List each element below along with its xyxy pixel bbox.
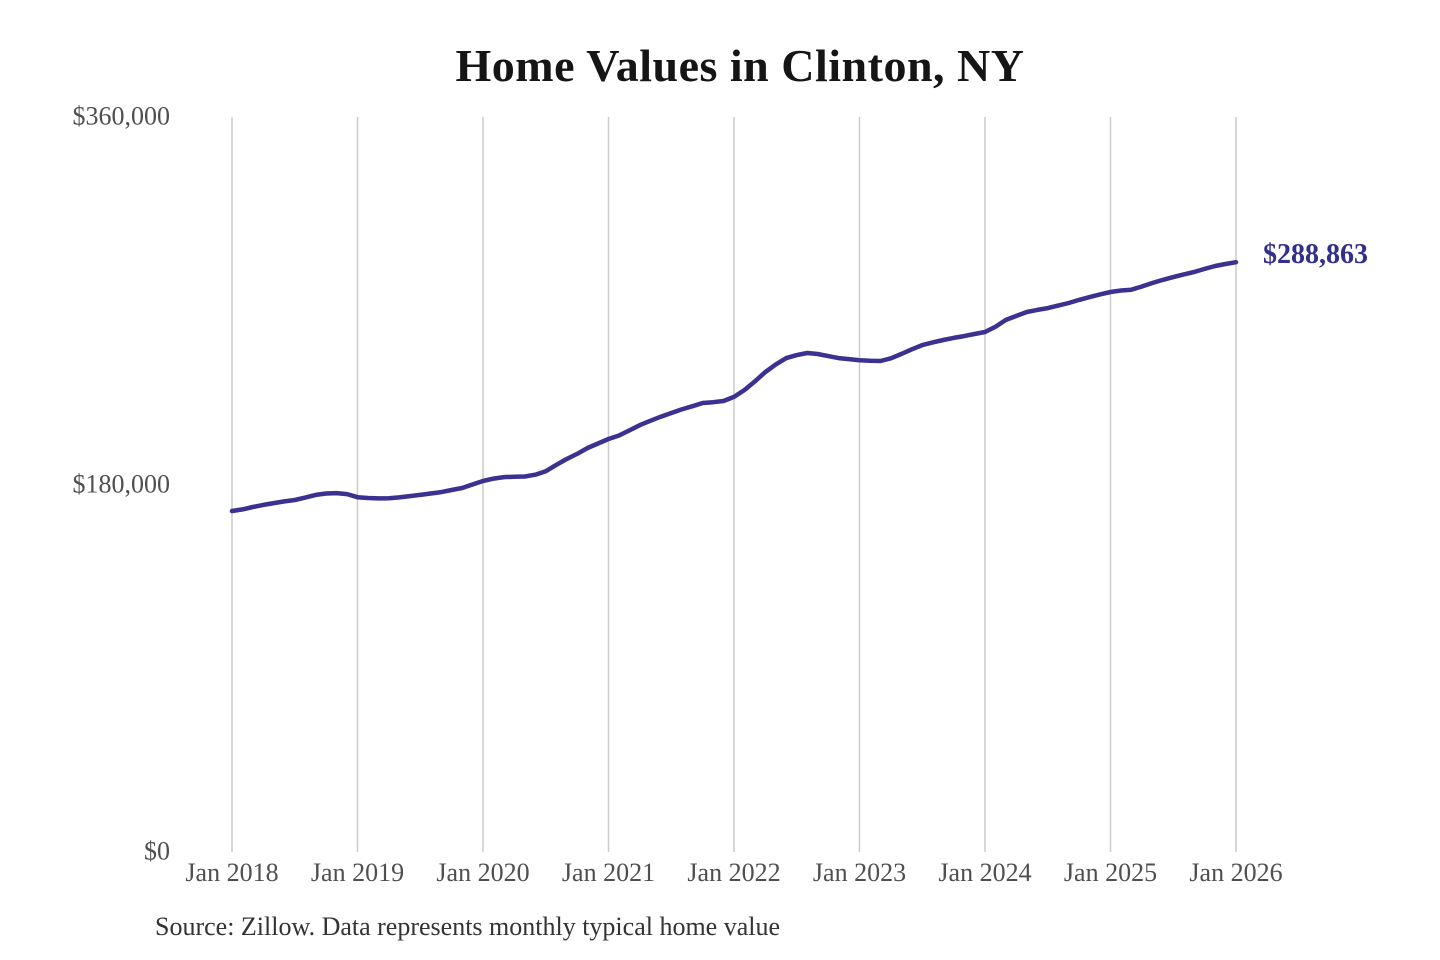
x-axis-tick-label: Jan 2019 <box>310 858 405 887</box>
latest-value-label: $288,863 <box>1263 239 1368 271</box>
y-axis-tick-label: $180,000 <box>72 468 171 498</box>
x-axis-tick-label: Jan 2020 <box>436 858 530 887</box>
x-axis-tick-label: Jan 2025 <box>1063 858 1158 887</box>
x-axis-tick-label: Jan 2021 <box>561 858 656 887</box>
home-value-line-series <box>229 259 1239 514</box>
x-axis-tick-label: Jan 2023 <box>812 858 907 887</box>
y-axis-tick-label: $0 <box>144 836 170 866</box>
y-axis-tick-label: $360,000 <box>72 101 171 131</box>
x-axis-tick-label: Jan 2024 <box>938 858 1032 887</box>
x-axis-tick-label: Jan 2022 <box>687 858 781 887</box>
source-note: Source: Zillow. Data represents monthly … <box>155 912 781 941</box>
x-axis-tick-label: Jan 2018 <box>185 858 279 887</box>
x-axis-tick-label: Jan 2026 <box>1189 858 1283 887</box>
chart-title: Home Values in Clinton, NY <box>455 40 1025 91</box>
